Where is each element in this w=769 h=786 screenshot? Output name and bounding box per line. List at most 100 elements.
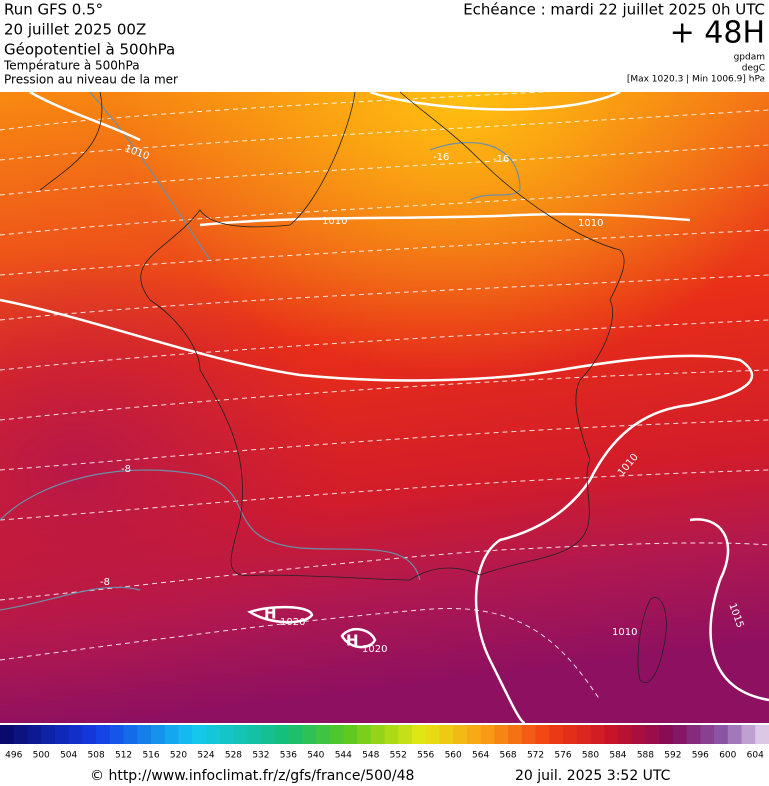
colorbar-cell	[109, 725, 125, 744]
colorbar-cell	[439, 725, 454, 744]
footer: © http://www.infoclimat.fr/z/gfs/france/…	[90, 768, 671, 784]
colorbar-cell	[549, 725, 564, 744]
unit: gpdam	[734, 53, 765, 63]
timestamp: 20 juil. 2025 3:52 UTC	[515, 768, 671, 784]
isotherm-label: -8	[121, 464, 131, 475]
colorbar-label: 552	[390, 751, 407, 761]
colorbar-label: 604	[747, 751, 764, 761]
field-label: Température à 500hPa	[3, 59, 140, 73]
colorbar-cell	[137, 725, 152, 744]
source-url: © http://www.infoclimat.fr/z/gfs/france/…	[90, 768, 414, 784]
colorbar-cell	[151, 725, 166, 744]
run-date: 20 juillet 2025 00Z	[4, 21, 146, 39]
isobar-label: 1010	[322, 216, 347, 227]
temperature-field	[0, 92, 769, 723]
colorbar-label: 520	[170, 751, 187, 761]
colorbar-label: 540	[307, 751, 324, 761]
colorbar-label: 580	[582, 751, 599, 761]
colorbar-cell	[315, 725, 331, 744]
colorbar-cell	[274, 725, 289, 744]
colorbar-label: 500	[33, 751, 50, 761]
colorbar-cell	[535, 725, 550, 744]
colorbar-cell	[96, 725, 111, 744]
colorbar-cell	[617, 725, 633, 744]
colorbar-cell	[521, 725, 537, 744]
colorbar-label: 592	[664, 751, 681, 761]
colorbar-cell	[686, 725, 701, 744]
colorbar-cell	[590, 725, 605, 744]
colorbar-label: 504	[60, 751, 77, 761]
colorbar-label: 536	[280, 751, 297, 761]
unit: degC	[742, 64, 765, 74]
colorbar-cell	[425, 725, 440, 744]
geopotential	[0, 91, 521, 611]
colorbar-label: 512	[115, 751, 132, 761]
isobar-label: 1020	[362, 644, 387, 655]
isobar-label: 1010	[578, 218, 603, 229]
colorbar-label: 600	[719, 751, 736, 761]
colorbar-label: 584	[609, 751, 626, 761]
colorbar-label: 572	[527, 751, 544, 761]
colorbar-cell	[13, 725, 28, 744]
field-label: Géopotentiel à 500hPa	[4, 41, 175, 59]
colorbar-label: 576	[554, 751, 571, 761]
colorbar-cell	[370, 725, 385, 744]
colorbar-cell	[604, 725, 619, 744]
isotherms	[0, 79, 769, 701]
colorbar-cell	[453, 725, 468, 744]
colorbar-cell	[123, 725, 138, 744]
colorbar-label: 532	[252, 751, 269, 761]
colorbar-label: 560	[445, 751, 462, 761]
colorbar-label: 556	[417, 751, 434, 761]
colorbar: 496 500 504 508 512 516 520 524 528 532 536 540 544 5…	[0, 725, 769, 761]
colorbar-cell	[288, 725, 303, 744]
colorbar-label: 588	[637, 751, 654, 761]
colorbar-cell	[302, 725, 317, 744]
isobar-label: 1010	[612, 627, 637, 638]
colorbar-cell	[82, 725, 97, 744]
colorbar-cell	[563, 725, 578, 744]
colorbar-cell	[727, 725, 743, 744]
colorbar-cell	[700, 725, 715, 744]
high-marker: H	[264, 605, 277, 623]
colorbar-cell	[755, 725, 769, 744]
colorbar-label: 568	[499, 751, 516, 761]
colorbar-cell	[260, 725, 276, 744]
isotherm-label: -16	[433, 152, 449, 163]
colorbar-cell	[384, 725, 399, 744]
run-title: Run GFS 0.5°	[4, 1, 103, 19]
colorbar-cell	[41, 725, 56, 744]
colorbar-cell	[205, 725, 221, 744]
lead-time: + 48H	[670, 16, 765, 51]
isotherm-label: -16	[493, 154, 509, 165]
colorbar-label: 496	[5, 751, 22, 761]
colorbar-cell	[164, 725, 180, 744]
field-label: Pression au niveau de la mer	[4, 73, 178, 87]
colorbar-cell	[329, 725, 344, 744]
colorbar-cell	[576, 725, 591, 744]
isotherm-label: -8	[100, 577, 110, 588]
colorbar-cell	[357, 725, 372, 744]
colorbar-cell	[27, 725, 42, 744]
colorbar-cell	[741, 725, 756, 744]
colorbar-cell	[631, 725, 646, 744]
header: Run GFS 0.5° 20 juillet 2025 00Z Géopote…	[3, 1, 765, 87]
isobars	[0, 90, 769, 725]
forecast-time: Echéance : mardi 22 juillet 2025 0h UTC	[463, 1, 765, 19]
colorbar-label: 548	[362, 751, 379, 761]
colorbar-cell	[411, 725, 427, 744]
colorbar-cell	[466, 725, 482, 744]
colorbar-label: 544	[335, 751, 352, 761]
colorbar-label: 524	[197, 751, 214, 761]
colorbar-cell	[645, 725, 660, 744]
borders	[39, 91, 667, 683]
colorbar-cell	[192, 725, 207, 744]
colorbar-cell	[659, 725, 674, 744]
colorbar-cell	[247, 725, 262, 744]
colorbar-cell	[714, 725, 729, 744]
colorbar-label: 516	[142, 751, 159, 761]
isobar-label: 1020	[280, 617, 305, 628]
colorbar-cell	[68, 725, 83, 744]
colorbar-label: 596	[692, 751, 709, 761]
